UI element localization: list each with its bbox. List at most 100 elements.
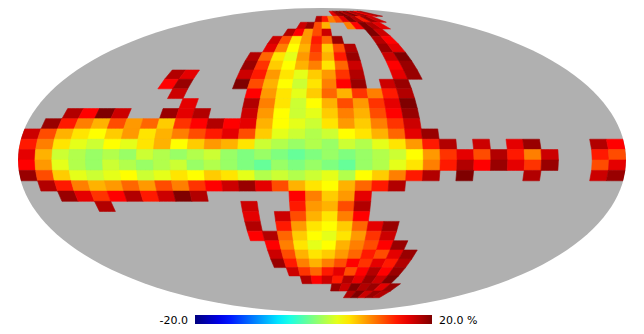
sky-cell xyxy=(157,191,176,201)
sky-cell xyxy=(401,109,419,119)
sky-cell xyxy=(86,160,103,170)
color-bar-label: -20.0 xyxy=(160,314,188,327)
sky-cell xyxy=(171,129,189,139)
sky-cell xyxy=(339,160,356,170)
sky-cell xyxy=(306,211,322,221)
sky-cell xyxy=(322,160,339,170)
sky-cell xyxy=(336,231,352,241)
sky-cell xyxy=(608,160,626,170)
sky-cell xyxy=(173,191,192,201)
sky-cell xyxy=(205,129,223,139)
sky-cell xyxy=(386,109,404,119)
sky-cell xyxy=(338,191,355,201)
sky-cell xyxy=(71,181,91,191)
sky-cell xyxy=(86,139,104,149)
sky-cell xyxy=(322,241,336,250)
sky-cell xyxy=(356,150,373,160)
sky-cell xyxy=(286,268,300,276)
sky-cell xyxy=(322,129,339,139)
sky-cell xyxy=(124,191,144,201)
sky-cell xyxy=(221,150,238,160)
sky-cell xyxy=(276,89,293,99)
sky-cell xyxy=(289,191,306,201)
sky-cell xyxy=(351,79,367,89)
sky-cell xyxy=(204,170,222,180)
sky-cell xyxy=(422,170,440,180)
sky-cell xyxy=(348,61,363,70)
sky-cell xyxy=(171,181,189,191)
sky-cell xyxy=(262,231,279,241)
sky-cell xyxy=(155,129,174,139)
sky-cell xyxy=(86,150,103,160)
sky-cell xyxy=(221,139,238,149)
sky-cell xyxy=(305,181,322,191)
sky-cell xyxy=(310,44,322,52)
sky-cell xyxy=(370,109,387,119)
sky-cell xyxy=(356,160,373,170)
sky-cell xyxy=(372,291,390,298)
sky-cell xyxy=(388,129,406,139)
sky-cell xyxy=(289,109,306,119)
color-bar xyxy=(195,315,432,324)
sky-cell xyxy=(354,201,371,211)
sky-cell xyxy=(372,170,389,180)
sky-cell xyxy=(52,170,71,180)
sky-cell xyxy=(308,241,322,250)
sky-cell xyxy=(382,221,400,231)
sky-cell xyxy=(300,276,312,284)
sky-cell xyxy=(265,70,281,79)
sky-cell xyxy=(373,29,390,36)
sky-cell xyxy=(305,191,322,201)
sky-cell xyxy=(382,89,400,99)
sky-cell xyxy=(590,139,609,149)
sky-cell xyxy=(506,139,524,149)
sky-cell xyxy=(322,221,337,231)
sky-cell xyxy=(334,52,348,61)
sky-cell xyxy=(103,170,121,180)
sky-cell xyxy=(590,170,609,180)
sky-cell xyxy=(307,79,322,89)
sky-cell xyxy=(255,181,272,191)
sky-cell xyxy=(187,150,204,160)
sky-cell xyxy=(405,129,423,139)
sky-cell xyxy=(292,231,308,241)
sky-cell xyxy=(124,119,144,129)
sky-cell xyxy=(399,250,417,259)
sky-cell xyxy=(222,129,240,139)
sky-cell xyxy=(241,109,259,119)
sky-cell xyxy=(367,89,384,99)
sky-cell xyxy=(170,170,188,180)
sky-cell xyxy=(52,150,69,160)
sky-cell xyxy=(308,250,322,259)
sky-cell xyxy=(179,70,200,79)
sky-cell xyxy=(291,221,307,231)
sky-cell xyxy=(365,231,382,241)
sky-cell xyxy=(322,139,339,149)
sky-cell xyxy=(373,150,390,160)
sky-cell xyxy=(272,129,289,139)
sky-cell xyxy=(322,231,337,241)
sky-cell xyxy=(339,139,356,149)
sky-cell xyxy=(338,201,355,211)
sky-cell xyxy=(312,29,322,36)
sky-cell xyxy=(119,160,136,170)
sky-cell xyxy=(168,89,188,99)
sky-cell xyxy=(54,181,74,191)
sky-cell xyxy=(245,89,263,99)
sky-cell xyxy=(302,29,313,36)
sky-cell xyxy=(440,160,457,170)
sky-cell xyxy=(284,259,299,268)
sky-cell xyxy=(334,259,348,268)
sky-cell xyxy=(190,119,208,129)
sky-cell xyxy=(322,276,333,284)
sky-cell xyxy=(339,150,356,160)
sky-cell xyxy=(187,170,205,180)
sky-cell xyxy=(187,160,204,170)
sky-cell xyxy=(102,160,119,170)
sky-cell xyxy=(335,61,349,70)
sky-cell xyxy=(384,99,402,109)
sky-cell xyxy=(238,160,255,170)
sky-cell xyxy=(71,129,91,139)
sky-cell xyxy=(394,52,412,61)
sky-cell xyxy=(507,160,524,170)
